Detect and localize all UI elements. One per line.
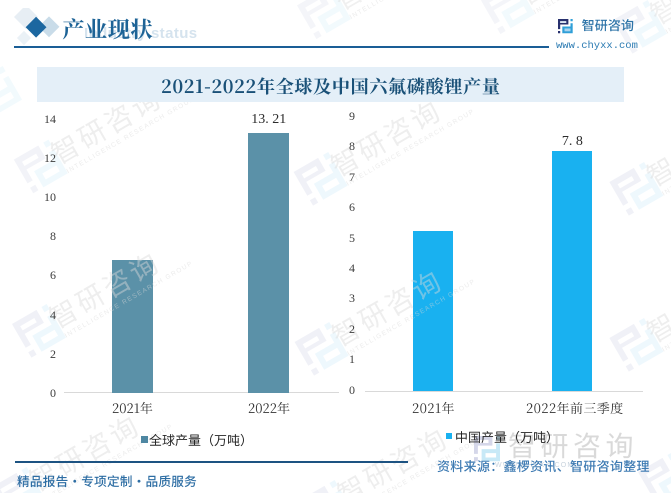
svg-text:WWW.CHYXX.COM: WWW.CHYXX.COM bbox=[495, 462, 574, 469]
svg-text:INTELLIGENCE RESEARCH GROUP: INTELLIGENCE RESEARCH GROUP bbox=[661, 118, 671, 198]
svg-text:INTELLIGENCE RESEARCH GROUP: INTELLIGENCE RESEARCH GROUP bbox=[349, 0, 480, 21]
svg-text:INTELLIGENCE RESEARCH GROUP: INTELLIGENCE RESEARCH GROUP bbox=[661, 274, 671, 354]
